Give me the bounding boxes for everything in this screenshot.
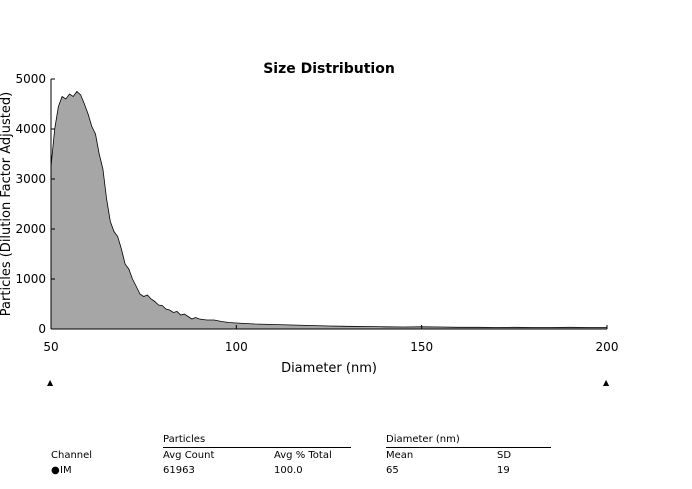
row-avg-count: 61963 — [163, 465, 195, 476]
y-tick-label: 1000 — [15, 272, 46, 286]
y-tick-label: 3000 — [15, 172, 46, 186]
y-axis-label: Particles (Dilution Factor Adjusted) — [0, 92, 14, 316]
y-tick-label: 4000 — [15, 122, 46, 136]
col-channel: Channel — [51, 450, 93, 461]
col-avg-count: Avg Count — [163, 450, 215, 461]
diameter-header: Diameter (nm) — [386, 434, 460, 445]
row-channel: IM — [60, 465, 72, 476]
row-mean: 65 — [386, 465, 399, 476]
y-tick-label: 0 — [38, 322, 46, 336]
particles-header-rule — [163, 447, 351, 448]
row-sd: 19 — [497, 465, 510, 476]
col-sd: SD — [497, 450, 512, 461]
size-distribution-chart: Size Distribution 50 100 150 200 0 1000 2000 3… — [0, 61, 618, 376]
row-bullet: ● — [51, 465, 60, 476]
particles-header: Particles — [163, 434, 206, 445]
diameter-header-rule — [386, 447, 551, 448]
x-tick-label: 150 — [410, 340, 433, 354]
x-ticks: 50 100 150 200 — [43, 325, 618, 354]
row-avg-pct: 100.0 — [274, 465, 303, 476]
left-range-marker[interactable]: ▲ — [47, 378, 54, 387]
chart-title: Size Distribution — [263, 61, 395, 77]
col-mean: Mean — [386, 450, 414, 461]
y-tick-label: 2000 — [15, 222, 46, 236]
y-ticks: 0 1000 2000 3000 4000 5000 — [15, 72, 55, 336]
x-axis-label: Diameter (nm) — [281, 361, 377, 376]
y-tick-label: 5000 — [15, 72, 46, 86]
right-range-marker[interactable]: ▲ — [603, 378, 610, 387]
x-tick-label: 200 — [596, 340, 619, 354]
distribution-area — [51, 91, 607, 329]
distribution-line — [50, 90, 607, 328]
col-avg-pct: Avg % Total — [274, 450, 332, 461]
x-tick-label: 50 — [43, 340, 58, 354]
x-tick-label: 100 — [225, 340, 248, 354]
